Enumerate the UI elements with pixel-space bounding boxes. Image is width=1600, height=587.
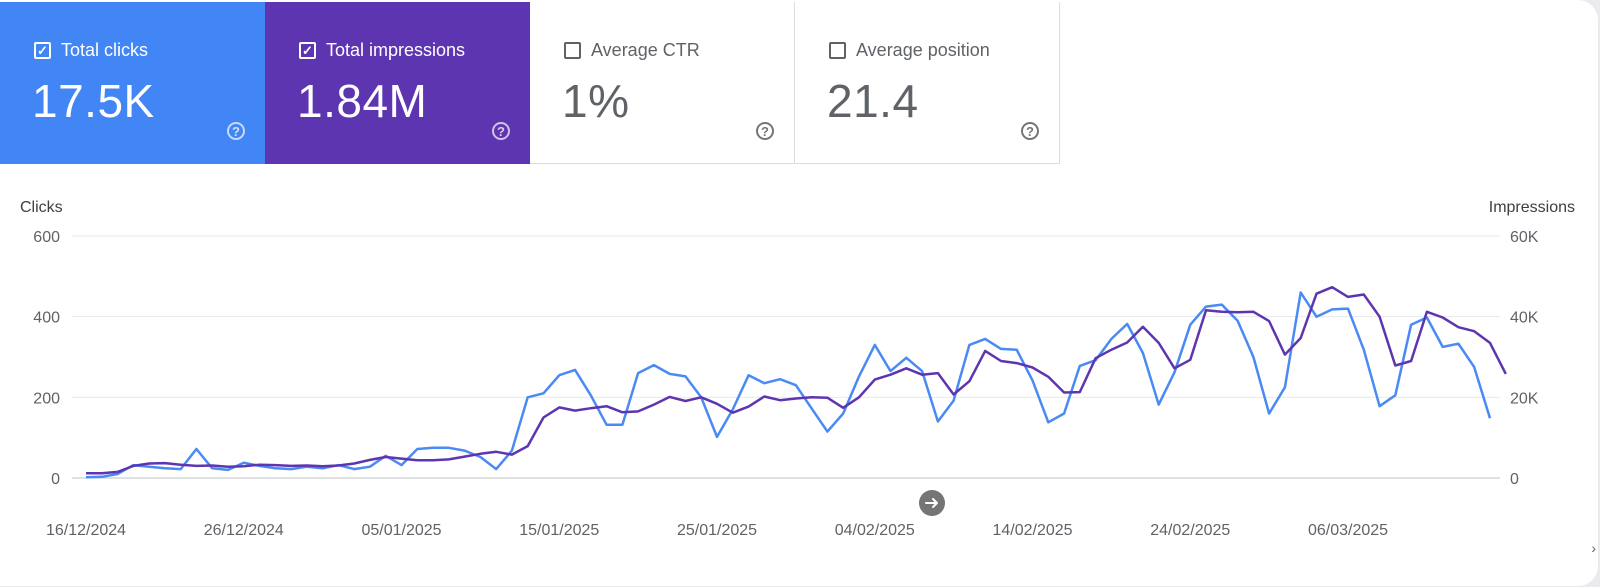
left-tick-label: 200 — [33, 390, 60, 407]
left-axis-title: Clicks — [20, 199, 63, 216]
x-tick-label: 05/01/2025 — [361, 522, 441, 539]
help-icon[interactable]: ? — [227, 122, 245, 140]
metric-header: ✓ Total clicks — [34, 40, 148, 61]
metric-header: Average CTR — [564, 40, 700, 61]
checkmark-icon: ✓ — [302, 43, 313, 58]
metric-tile-average-position[interactable]: Average position 21.4 ? — [795, 2, 1060, 164]
x-tick-label: 15/01/2025 — [519, 522, 599, 539]
help-icon[interactable]: ? — [756, 122, 774, 140]
left-tick-label: 400 — [33, 310, 60, 327]
x-tick-label: 14/02/2025 — [992, 522, 1072, 539]
metric-tile-total-clicks[interactable]: ✓ Total clicks 17.5K ? — [0, 2, 265, 164]
right-tick-label: 40K — [1510, 310, 1539, 327]
right-tick-label: 20K — [1510, 390, 1539, 407]
x-tick-label: 26/12/2024 — [204, 522, 284, 539]
metric-tile-average-ctr[interactable]: Average CTR 1% ? — [530, 2, 795, 164]
metric-tiles: ✓ Total clicks 17.5K ? ✓ Total impressio… — [0, 2, 1060, 164]
metric-header: ✓ Total impressions — [299, 40, 465, 61]
metric-value: 1% — [562, 75, 630, 127]
x-tick-label: 04/02/2025 — [835, 522, 915, 539]
checkbox-icon[interactable]: ✓ — [299, 42, 316, 59]
checkbox-icon[interactable]: ✓ — [34, 42, 51, 59]
series-line-clicks — [85, 291, 1492, 479]
x-tick-label: 16/12/2024 — [46, 522, 126, 539]
metric-label: Average CTR — [591, 40, 700, 60]
metric-label: Total impressions — [326, 40, 466, 60]
checkmark-icon: ✓ — [37, 43, 48, 58]
chevron-right-icon[interactable]: › — [1591, 540, 1596, 556]
metric-header: Average position — [829, 40, 990, 61]
metric-value: 1.84M — [297, 75, 428, 127]
metric-tile-total-impressions[interactable]: ✓ Total impressions 1.84M ? — [265, 2, 530, 164]
right-axis-title: Impressions — [1489, 199, 1575, 216]
left-tick-label: 600 — [33, 229, 60, 246]
help-icon[interactable]: ? — [492, 122, 510, 140]
metric-label: Average position — [856, 40, 990, 60]
checkbox-icon[interactable] — [829, 42, 846, 59]
right-tick-label: 0 — [1510, 471, 1519, 488]
left-tick-label: 0 — [51, 471, 60, 488]
right-tick-label: 60K — [1510, 229, 1539, 246]
checkbox-icon[interactable] — [564, 42, 581, 59]
help-icon[interactable]: ? — [1021, 122, 1039, 140]
performance-chart: Clicks Impressions 0 0 200 20K 400 40K 600 60K 16/… — [20, 199, 1575, 539]
metric-value: 17.5K — [32, 75, 155, 127]
metric-label: Total clicks — [61, 40, 149, 60]
x-tick-label: 06/03/2025 — [1308, 522, 1388, 539]
metric-value: 21.4 — [827, 75, 919, 127]
arrow-right-icon — [925, 498, 938, 508]
x-tick-label: 24/02/2025 — [1150, 522, 1230, 539]
series-line-impressions — [86, 285, 1507, 475]
x-tick-label: 25/01/2025 — [677, 522, 757, 539]
